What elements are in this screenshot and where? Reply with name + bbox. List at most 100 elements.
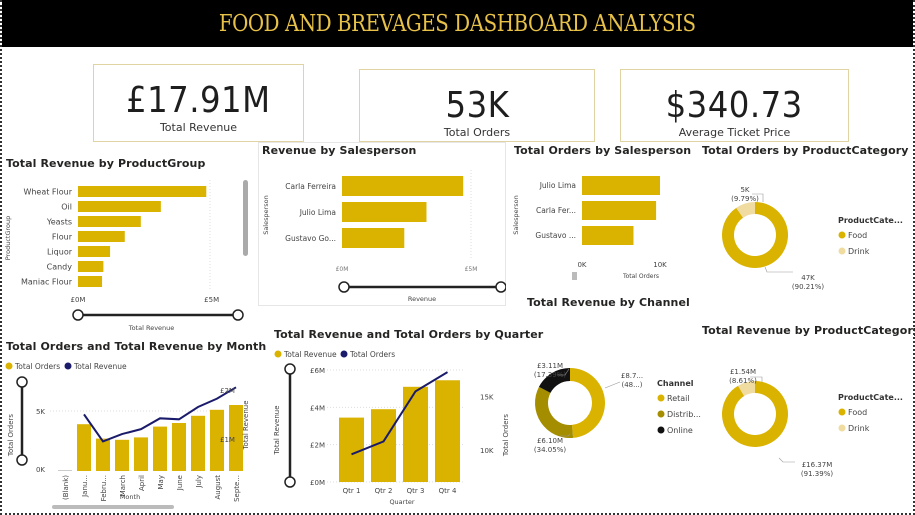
kpi-value: 53K: [445, 85, 509, 126]
data-label-percent: (34.05%): [534, 446, 566, 454]
bar[interactable]: [78, 186, 207, 197]
revenue-range-slider-handle-end[interactable]: [284, 476, 296, 488]
bar[interactable]: [172, 423, 186, 471]
category-label: Julio Lima: [299, 208, 336, 217]
x-tick-label: £0M: [71, 296, 86, 304]
y-tick-label: £0M: [310, 479, 325, 487]
bar[interactable]: [342, 202, 427, 222]
bar[interactable]: [403, 386, 428, 482]
bar[interactable]: [78, 201, 161, 212]
kpi-total-orders[interactable]: 53K Total Orders: [359, 69, 595, 142]
x-tick-label: Janu...: [81, 475, 89, 498]
x-tick-label: March: [119, 475, 127, 496]
title-revenue-by-salesperson: Revenue by Salesperson: [262, 144, 417, 157]
kpi-total-revenue[interactable]: £17.91M Total Revenue: [93, 64, 304, 142]
scrollbar[interactable]: [572, 272, 577, 280]
x-tick-label: April: [138, 475, 146, 491]
bar[interactable]: [153, 426, 167, 471]
bar[interactable]: [78, 231, 125, 242]
line-total-revenue[interactable]: [83, 386, 237, 443]
bar[interactable]: [78, 276, 103, 287]
legend-item: Food: [848, 408, 867, 417]
bar[interactable]: [435, 380, 460, 482]
data-label-percent: (48...): [621, 381, 642, 389]
x-axis-title: Total Orders: [622, 273, 659, 280]
bar[interactable]: [78, 216, 141, 227]
bar[interactable]: [582, 226, 634, 245]
x-tick-label: July: [195, 475, 203, 489]
data-label-percent: (8.61%): [729, 377, 757, 385]
x-tick-label: £0M: [336, 266, 349, 273]
bar[interactable]: [342, 176, 464, 196]
legend-title: ProductCate...: [838, 216, 903, 225]
legend-marker: [838, 424, 846, 432]
revenue-range-slider-handle-start[interactable]: [72, 309, 84, 321]
data-label: 5K: [740, 186, 749, 194]
donut-slice[interactable]: [535, 386, 574, 438]
dashboard-header: FOOD AND BREVAGES DASHBOARD ANALYSIS: [2, 0, 913, 47]
title-orders-by-productcategory: Total Orders by ProductCategory: [702, 144, 909, 157]
donut-slice[interactable]: [722, 381, 788, 447]
bar[interactable]: [58, 470, 72, 471]
y-tick-label: 0K: [36, 466, 45, 474]
y-tick-label: £2M: [310, 442, 325, 450]
legend-marker: [5, 362, 13, 370]
category-label: Carla Ferreira: [285, 182, 336, 191]
legend-item: Drink: [848, 247, 870, 256]
revenue-range-slider-handle-end[interactable]: [495, 281, 506, 293]
revenue-range-slider-handle-start[interactable]: [284, 363, 296, 375]
x-tick-label: £5M: [204, 296, 219, 304]
bar[interactable]: [78, 261, 104, 272]
legend-item: Distrib...: [667, 410, 701, 419]
legend-marker: [64, 362, 72, 370]
y2-axis-title: Total Revenue: [242, 400, 250, 450]
category-label: Maniac Flour: [21, 278, 73, 287]
data-label: £1.54M: [730, 368, 756, 376]
donut-slice[interactable]: [722, 202, 788, 268]
legend-item: Online: [667, 426, 693, 435]
bar[interactable]: [342, 228, 405, 248]
bar[interactable]: [229, 405, 243, 471]
dashboard-title: FOOD AND BREVAGES DASHBOARD ANALYSIS: [219, 10, 696, 37]
bar[interactable]: [339, 417, 364, 482]
bar[interactable]: [78, 246, 111, 257]
bar[interactable]: [191, 415, 205, 471]
x-tick-label: Febru...: [100, 475, 108, 501]
bar[interactable]: [134, 437, 148, 471]
horizontal-scrollbar[interactable]: [52, 505, 174, 509]
orders-range-slider-handle-end[interactable]: [16, 454, 28, 466]
bar[interactable]: [210, 409, 224, 471]
chart-orders-revenue-by-month: Total Orders Total Revenue (Blank) Janu... F…: [5, 362, 250, 509]
bar[interactable]: [582, 201, 657, 220]
data-label: £8.7...: [621, 372, 643, 380]
bar[interactable]: [77, 424, 91, 471]
legend-item: Retail: [667, 394, 690, 403]
donut-slice[interactable]: [736, 202, 755, 218]
revenue-range-slider-handle-start[interactable]: [338, 281, 350, 293]
data-label: 47K: [801, 274, 815, 282]
bar[interactable]: [96, 438, 110, 471]
leader-line: [560, 433, 571, 437]
chart-revenue-by-channel: £8.7...(48...) £6.10M(34.05%) £3.11M(17.39…: [534, 362, 701, 454]
scrollbar[interactable]: [243, 180, 248, 256]
category-label: Candy: [47, 263, 73, 272]
y2-tick-label: 15K: [480, 394, 494, 402]
donut-slice[interactable]: [570, 368, 605, 438]
legend-item: Total Revenue: [283, 350, 337, 359]
chart-orders-by-productcategory: 47K(90.21%) 5K(9.79%) ProductCate... Food Dr…: [722, 186, 903, 291]
legend-marker: [838, 231, 846, 239]
leader-line: [604, 381, 621, 389]
line-total-orders[interactable]: [351, 371, 449, 456]
donut-slice[interactable]: [738, 381, 755, 396]
y-axis-title: Salesperson: [262, 195, 270, 235]
kpi-average-ticket-price[interactable]: $340.73 Average Ticket Price: [620, 69, 849, 142]
bar[interactable]: [582, 176, 660, 195]
legend-title: Channel: [657, 379, 694, 388]
legend-marker: [657, 394, 665, 402]
revenue-range-slider-handle-end[interactable]: [232, 309, 244, 321]
donut-slice[interactable]: [538, 368, 570, 393]
orders-range-slider-handle-start[interactable]: [16, 376, 28, 388]
category-label: Gustavo ...: [535, 231, 576, 240]
bar[interactable]: [115, 439, 129, 471]
chart-revenue-orders-by-quarter: Total Revenue Total Orders £0M £2M £4M £6M Qtr…: [273, 350, 510, 506]
